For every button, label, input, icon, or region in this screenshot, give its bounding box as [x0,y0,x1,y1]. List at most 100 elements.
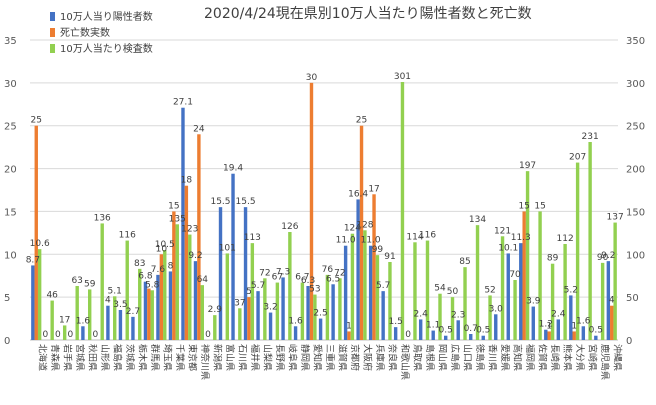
category-labels: 北海道 青森県 岩手県 宮城県 秋田県 山形県 福島県 茨城県 栃木県 群馬県 埼玉県 千葉県 東京都神… [36,344,623,380]
data-label: 2.7 [126,307,140,317]
category-label: 鳥取県 [412,344,424,371]
category-label: 広島県 [449,344,461,371]
category-label: 沖縄県 [612,344,624,371]
bar-deaths [610,305,614,340]
data-label: 3.0 [489,304,504,314]
bar-tests [75,286,79,340]
bar-tests [188,234,192,340]
bar-tests [538,211,542,340]
category-label: 愛媛県 [499,344,511,371]
data-label: 0 [68,330,74,340]
bar-tests [488,295,492,340]
bar-tests [300,282,305,340]
bar-tests [563,244,567,340]
bar-tests [313,294,317,340]
data-label: 116 [119,231,136,241]
bar-tests [513,280,517,340]
bar-positive-rate [243,207,248,340]
bar-positive-rate [531,306,535,340]
left-axis-tick-label: 15 [4,207,17,218]
category-label: 滋賀県 [337,344,349,371]
data-label: 0 [43,330,49,340]
left-axis-tick-label: 30 [4,79,17,90]
data-label: 7.6 [151,265,166,275]
data-label: 1.1 [426,321,440,331]
data-label: 8 [168,261,174,271]
category-label: 京都府 [349,344,361,371]
category-label: 岐阜県 [286,344,298,371]
data-label: 10.5 [155,240,175,250]
category-label: 大分県 [574,344,586,371]
bar-positive-rate [544,329,548,340]
bar-deaths [347,331,351,340]
data-label: 72 [259,268,270,278]
legend-swatch [50,28,55,37]
bar-tests [525,171,530,340]
category-label: 徳島県 [474,344,486,371]
legend-swatch [50,12,55,21]
data-label: 5.2 [564,285,578,295]
bar-tests [413,242,417,340]
data-label: 6.8 [138,272,153,282]
category-label: 富山県 [224,344,236,371]
bar-tests [125,240,129,340]
bar-deaths [572,331,576,340]
right-axis-tick-label: 150 [626,207,645,218]
data-label: 2.3 [451,310,465,320]
bar-tests [575,162,580,340]
legend-swatch [50,44,55,53]
bar-tests [163,250,167,340]
legend-entry: 10万人当たり検査数 [60,42,153,55]
category-label: 和歌山県 [399,344,411,380]
data-label: 112 [557,234,574,244]
data-label: 134 [469,215,486,225]
data-label: 52 [484,285,495,295]
data-label: 2.4 [414,309,429,319]
data-label: 3.9 [526,297,541,307]
bar-positive-rate [118,310,123,340]
category-label: 宮崎県 [587,344,599,371]
category-label: 兵庫県 [374,344,386,371]
left-axis-tick-label: 35 [4,36,17,47]
data-label: 0.5 [476,326,490,336]
left-axis-tick-label: 0 [4,336,10,347]
category-label: 静岡県 [299,344,311,371]
bar-tests [588,142,592,340]
bar-positive-rate [418,319,423,340]
category-label: 埼玉県 [161,344,173,371]
bar-positive-rate [606,261,611,340]
data-label: 0 [55,330,61,340]
data-label: 72 [334,268,345,278]
bar-deaths [159,254,164,340]
legend-entry: 死亡数実数 [60,26,110,39]
data-label: 89 [547,254,559,264]
data-label: 0 [205,330,211,340]
data-label: 6.3 [301,276,315,286]
data-label: 27.1 [173,98,193,108]
bar-deaths [147,288,151,340]
bar-positive-rate [268,312,273,340]
data-label: 101 [219,243,236,253]
data-label: 53 [309,285,320,295]
left-axis-tick-label: 25 [4,122,17,133]
bar-tests [350,233,355,340]
category-label: 長野県 [274,344,285,371]
bar-positive-rate [168,271,173,340]
data-label: 1 [571,321,577,331]
bar-tests [400,82,405,340]
bar-tests [450,297,455,340]
right-axis-tick-label: 300 [626,79,645,90]
data-label: 11.3 [511,233,531,243]
data-label: 18 [181,176,193,186]
data-label: 0.5 [589,326,603,336]
data-label: 1.6 [288,316,303,326]
category-label: 鹿児島県 [599,344,611,380]
category-label: 岩手県 [61,344,73,371]
left-axis-tick-label: 5 [4,293,10,304]
bar-positive-rate [106,305,110,340]
category-label: 山形県 [99,344,111,371]
data-label: 8.7 [26,255,40,265]
bar-tests [100,223,104,340]
